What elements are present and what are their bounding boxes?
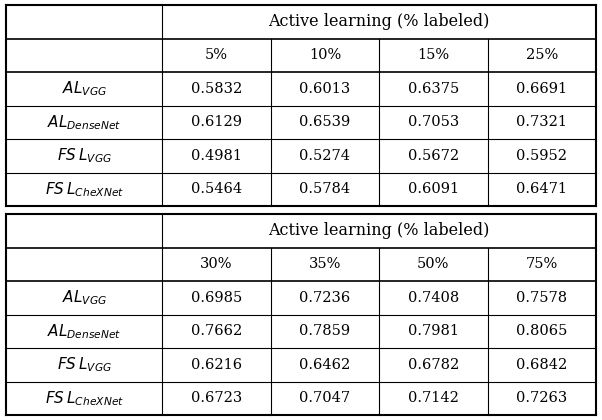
Text: $\mathit{AL}_{DenseNet}$: $\mathit{AL}_{DenseNet}$ <box>47 322 122 341</box>
Text: 10%: 10% <box>309 48 341 62</box>
Text: 0.7859: 0.7859 <box>299 324 350 338</box>
Text: 0.7142: 0.7142 <box>408 391 459 405</box>
Text: 0.7321: 0.7321 <box>517 115 567 129</box>
Text: 5%: 5% <box>205 48 228 62</box>
Text: 0.7263: 0.7263 <box>516 391 568 405</box>
Text: 0.6013: 0.6013 <box>299 82 350 96</box>
Bar <box>6 214 596 415</box>
Text: 50%: 50% <box>417 257 450 271</box>
Text: 0.6985: 0.6985 <box>191 291 242 305</box>
Text: 0.7236: 0.7236 <box>299 291 350 305</box>
Text: $\mathit{FS L}_{CheXNet}$: $\mathit{FS L}_{CheXNet}$ <box>45 389 124 407</box>
Text: 0.6129: 0.6129 <box>191 115 242 129</box>
Text: $\mathit{FS L}_{CheXNet}$: $\mathit{FS L}_{CheXNet}$ <box>45 180 124 199</box>
Text: 0.5832: 0.5832 <box>191 82 242 96</box>
Text: 0.5464: 0.5464 <box>191 182 242 196</box>
Text: 0.6216: 0.6216 <box>191 358 242 372</box>
Text: 0.5672: 0.5672 <box>408 149 459 163</box>
Text: 0.6091: 0.6091 <box>408 182 459 196</box>
Text: 25%: 25% <box>526 48 558 62</box>
Text: 0.6375: 0.6375 <box>408 82 459 96</box>
Text: 0.7408: 0.7408 <box>408 291 459 305</box>
Text: $\mathit{AL}_{DenseNet}$: $\mathit{AL}_{DenseNet}$ <box>47 113 122 131</box>
Text: 0.5784: 0.5784 <box>299 182 350 196</box>
Text: 0.5952: 0.5952 <box>517 149 567 163</box>
Text: 0.7053: 0.7053 <box>408 115 459 129</box>
Text: 0.6539: 0.6539 <box>299 115 350 129</box>
Text: 15%: 15% <box>417 48 450 62</box>
Text: 0.5274: 0.5274 <box>299 149 350 163</box>
Text: $\mathit{AL}_{VGG}$: $\mathit{AL}_{VGG}$ <box>61 289 107 307</box>
Text: 0.6691: 0.6691 <box>517 82 567 96</box>
Text: 75%: 75% <box>526 257 558 271</box>
Text: 0.6782: 0.6782 <box>408 358 459 372</box>
Text: $\mathit{FS L}_{VGG}$: $\mathit{FS L}_{VGG}$ <box>57 355 112 374</box>
Text: 0.8065: 0.8065 <box>516 324 568 338</box>
Text: 35%: 35% <box>309 257 341 271</box>
Text: Active learning (% labeled): Active learning (% labeled) <box>268 222 490 239</box>
Text: 0.7578: 0.7578 <box>517 291 567 305</box>
Bar <box>6 5 596 206</box>
Text: 0.4981: 0.4981 <box>191 149 242 163</box>
Text: 0.6471: 0.6471 <box>517 182 567 196</box>
Text: $\mathit{FS L}_{VGG}$: $\mathit{FS L}_{VGG}$ <box>57 147 112 165</box>
Text: 0.7047: 0.7047 <box>299 391 350 405</box>
Text: 0.6462: 0.6462 <box>299 358 350 372</box>
Text: Active learning (% labeled): Active learning (% labeled) <box>268 13 490 30</box>
Text: $\mathit{AL}_{VGG}$: $\mathit{AL}_{VGG}$ <box>61 79 107 98</box>
Text: 0.7981: 0.7981 <box>408 324 459 338</box>
Text: 0.6723: 0.6723 <box>191 391 242 405</box>
Text: 0.6842: 0.6842 <box>516 358 568 372</box>
Text: 30%: 30% <box>200 257 233 271</box>
Text: 0.7662: 0.7662 <box>191 324 242 338</box>
